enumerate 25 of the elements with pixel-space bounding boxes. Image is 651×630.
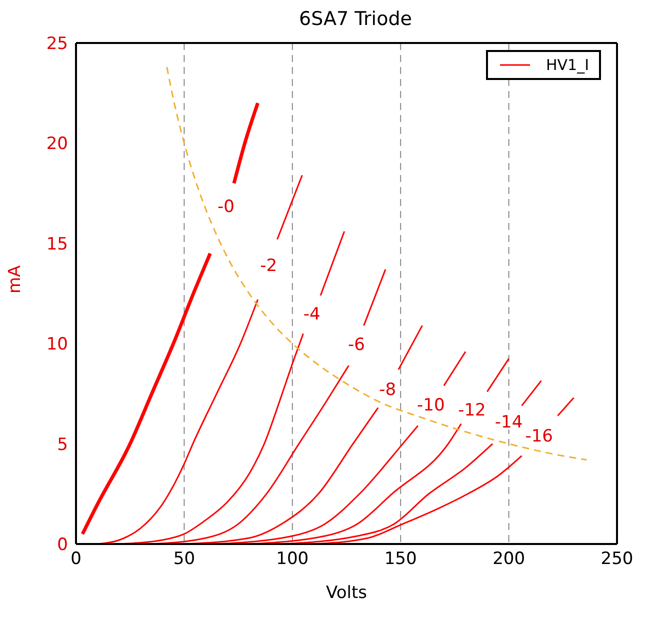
x-axis-title: Volts (326, 583, 368, 603)
x-tick-label: 200 (492, 549, 526, 570)
chart-title: 6SA7 Triode (298, 8, 413, 30)
x-tick-label: 100 (276, 549, 309, 570)
y-tick-label: 25 (46, 34, 68, 54)
legend-label: HV1_I (546, 56, 590, 74)
x-tick-label: 0 (70, 549, 82, 570)
y-axis-title: mA (5, 264, 26, 294)
annotation: -14 (494, 412, 523, 433)
annotation: -6 (348, 335, 365, 356)
annotation: -10 (417, 396, 445, 416)
annotation: -8 (379, 380, 396, 400)
annotation: -0 (217, 196, 234, 217)
x-tick-label: 150 (384, 549, 417, 570)
y-tick-label: 0 (57, 535, 68, 556)
x-tick-label: 250 (600, 549, 634, 570)
x-tick-label: 50 (173, 549, 196, 570)
annotation: -16 (525, 426, 553, 447)
annotation: -12 (458, 400, 486, 420)
annotation: -2 (260, 256, 278, 276)
y-tick-label: 10 (46, 334, 68, 355)
annotation: -4 (303, 304, 320, 325)
y-tick-label: 20 (46, 134, 68, 154)
y-tick-label: 15 (46, 234, 68, 254)
y-tick-label: 5 (57, 434, 68, 455)
